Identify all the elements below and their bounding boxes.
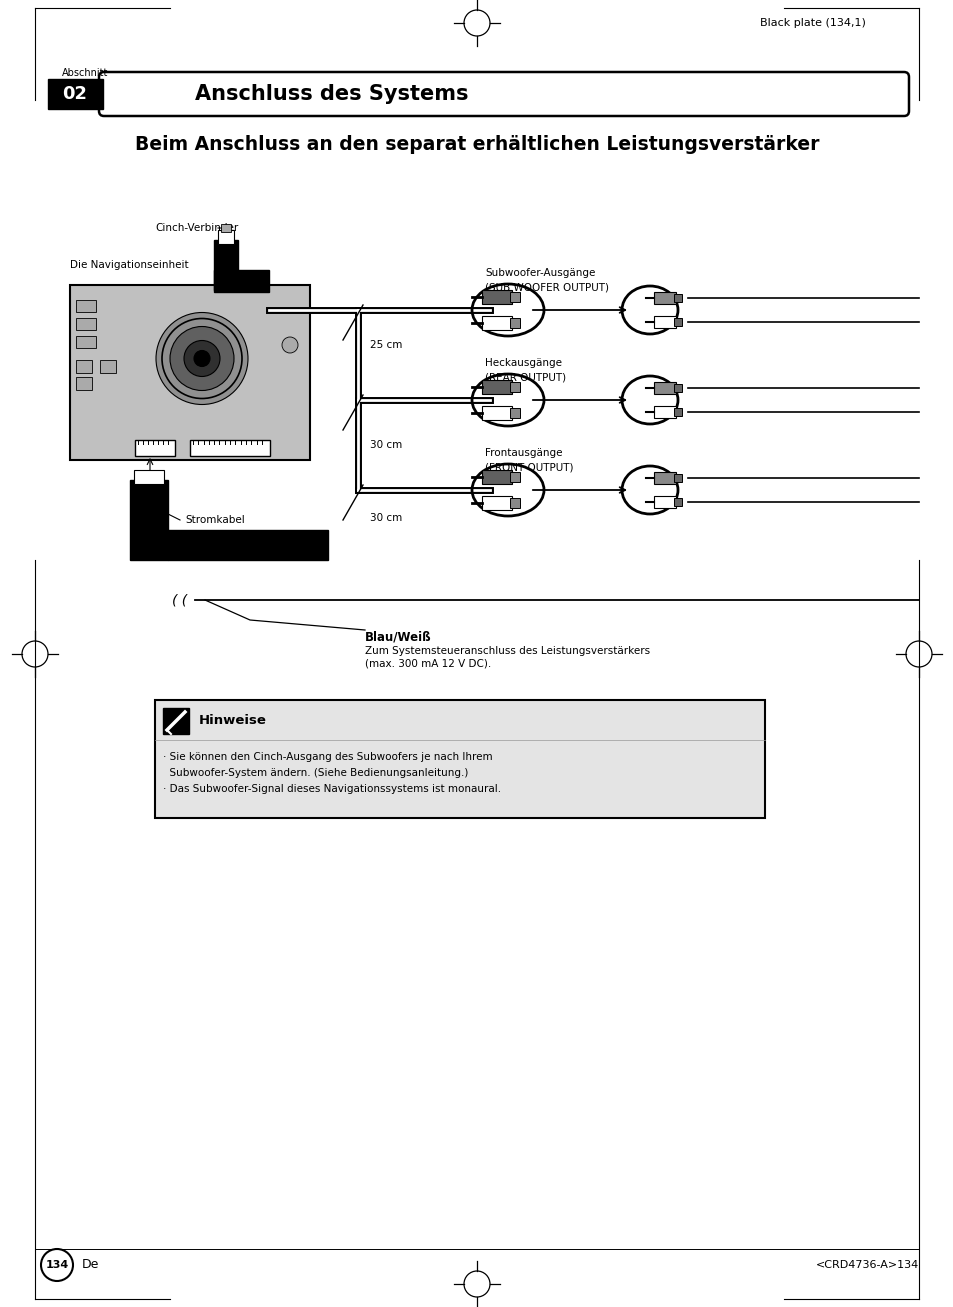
Text: (max. 300 mA 12 V DC).: (max. 300 mA 12 V DC). <box>365 659 491 669</box>
Bar <box>481 380 512 393</box>
Bar <box>654 382 676 393</box>
Bar <box>76 318 96 329</box>
Circle shape <box>184 341 220 376</box>
Text: Frontausgänge: Frontausgänge <box>484 448 562 457</box>
Text: (REAR OUTPUT): (REAR OUTPUT) <box>484 372 565 382</box>
Bar <box>168 531 328 559</box>
Bar <box>133 471 164 484</box>
Bar <box>510 472 519 482</box>
Text: 30 cm: 30 cm <box>370 440 402 450</box>
Bar <box>70 285 310 460</box>
Text: 134: 134 <box>46 1260 69 1270</box>
Circle shape <box>170 327 233 391</box>
Text: (FRONT OUTPUT): (FRONT OUTPUT) <box>484 461 573 472</box>
Bar <box>673 318 681 325</box>
Bar <box>48 78 103 108</box>
Bar <box>673 474 681 482</box>
FancyBboxPatch shape <box>154 701 764 818</box>
Bar <box>481 471 512 484</box>
Text: Cinch-Verbinder: Cinch-Verbinder <box>154 223 238 233</box>
FancyBboxPatch shape <box>99 72 908 116</box>
Circle shape <box>282 337 297 353</box>
Bar <box>510 498 519 508</box>
Bar <box>213 240 237 290</box>
Bar <box>135 440 174 456</box>
Bar <box>654 495 676 508</box>
Bar <box>481 316 512 329</box>
Text: Anschluss des Systems: Anschluss des Systems <box>194 84 468 105</box>
Bar <box>481 290 512 305</box>
Bar <box>76 336 96 348</box>
Text: ( (: ( ( <box>172 593 187 606</box>
Bar <box>130 480 168 559</box>
Bar <box>481 495 512 510</box>
Circle shape <box>156 312 248 404</box>
Bar <box>510 382 519 392</box>
Text: Abschnitt: Abschnitt <box>62 68 109 78</box>
Bar <box>654 316 676 328</box>
Text: (SUB WOOFER OUTPUT): (SUB WOOFER OUTPUT) <box>484 282 608 291</box>
Bar <box>481 406 512 420</box>
Text: <CRD4736-A>134: <CRD4736-A>134 <box>815 1260 918 1270</box>
Bar <box>221 223 231 233</box>
Bar <box>76 376 91 389</box>
Bar <box>673 498 681 506</box>
Text: · Das Subwoofer-Signal dieses Navigationssystems ist monaural.: · Das Subwoofer-Signal dieses Navigation… <box>163 784 500 793</box>
Bar <box>510 318 519 328</box>
Text: Black plate (134,1): Black plate (134,1) <box>760 18 865 27</box>
Circle shape <box>41 1249 73 1281</box>
Text: Die Navigationseinheit: Die Navigationseinheit <box>70 260 189 271</box>
Bar <box>654 472 676 484</box>
Bar <box>654 291 676 305</box>
Text: Stromkabel: Stromkabel <box>185 515 245 525</box>
Text: Beim Anschluss an den separat erhältlichen Leistungsverstärker: Beim Anschluss an den separat erhältlich… <box>134 136 819 154</box>
Text: Subwoofer-System ändern. (Siehe Bedienungsanleitung.): Subwoofer-System ändern. (Siehe Bedienun… <box>163 769 468 778</box>
Bar <box>76 301 96 312</box>
Text: De: De <box>82 1259 99 1272</box>
Text: · Sie können den Cinch-Ausgang des Subwoofers je nach Ihrem: · Sie können den Cinch-Ausgang des Subwo… <box>163 752 492 762</box>
Circle shape <box>193 350 210 366</box>
Text: Hinweise: Hinweise <box>199 715 267 728</box>
Text: 25 cm: 25 cm <box>370 340 402 350</box>
Text: Heckausgänge: Heckausgänge <box>484 358 561 369</box>
Bar <box>673 384 681 392</box>
Text: Blau/Weiß: Blau/Weiß <box>365 630 431 643</box>
Bar <box>100 359 116 372</box>
Bar <box>654 406 676 418</box>
Bar <box>213 271 269 291</box>
Bar <box>510 291 519 302</box>
Bar <box>163 708 189 735</box>
Bar <box>218 230 233 244</box>
Text: 30 cm: 30 cm <box>370 514 402 523</box>
Bar <box>673 408 681 416</box>
Bar <box>76 359 91 372</box>
Text: Subwoofer-Ausgänge: Subwoofer-Ausgänge <box>484 268 595 278</box>
Bar <box>190 440 270 456</box>
Bar <box>510 408 519 418</box>
Bar <box>673 294 681 302</box>
Text: 02: 02 <box>63 85 88 103</box>
Text: Zum Systemsteueranschluss des Leistungsverstärkers: Zum Systemsteueranschluss des Leistungsv… <box>365 646 649 656</box>
